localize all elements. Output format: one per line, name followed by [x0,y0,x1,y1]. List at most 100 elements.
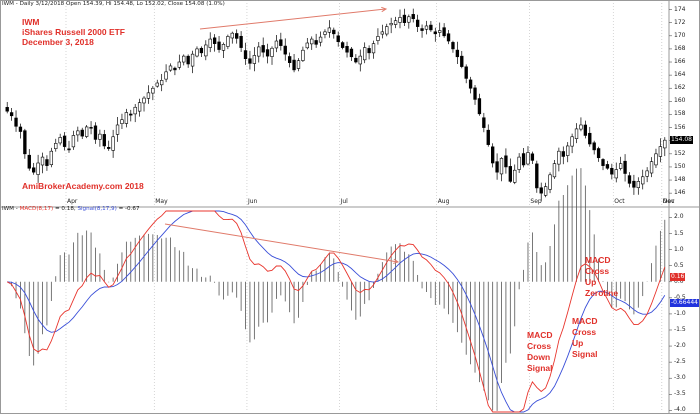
price-trend-arrow-head [381,6,388,13]
candle-body [305,42,309,49]
price-y-tick-150: 150 [674,162,686,170]
candle-body [354,57,358,63]
candle-body [376,36,380,41]
candle-body [195,48,199,57]
candle-body [451,42,455,50]
annotation-cross-up-signal-line1: MACD [572,316,598,326]
candle-body [283,45,287,55]
candle-body [301,49,305,61]
candle-body [543,186,548,196]
candle-body [124,112,129,124]
annotation-cross-down-signal-line2: Cross [527,341,552,351]
candle-body [18,126,23,132]
candle-body [318,36,323,43]
price-y-tick-146: 146 [674,189,686,197]
x-tick-sep: Sep [530,198,542,205]
candle-body [535,163,539,189]
candle-body [658,146,663,157]
candle-body [239,35,243,48]
price-trend-arrow [199,8,387,30]
candle-body [583,124,588,136]
annotation-macd-cross-up-zeroline: MACD Cross Up Zeroline [585,255,618,299]
candle-body [287,56,292,63]
candle-body [570,136,574,147]
candle-body [62,135,67,147]
candle-body [252,55,257,64]
candle-body [120,119,124,124]
candle-body [23,130,27,155]
candle-body [336,35,340,42]
candle-body [358,55,362,65]
macd-trend-arrow-head [393,258,400,264]
candle-body [9,112,14,117]
candle-body [137,102,142,112]
annotation-date: December 3, 2018 [22,37,94,47]
candle-body [111,136,115,151]
candle-body [133,106,137,115]
candles [5,8,667,202]
macd-header: IWM - MACD(8,17) = 0.18, Signal(8,17,9) … [2,206,140,212]
signal-value-badge: -0.66444 [670,298,699,307]
candle-body [80,129,84,137]
candle-body [314,40,318,45]
candle-body [632,180,636,188]
candle-body [349,48,354,58]
price-y-tick-158: 158 [674,110,686,118]
annotation-cross-up-zeroline-line4: Zeroline [585,288,619,298]
candle-body [221,44,226,51]
candle-body [45,159,49,166]
candle-body [168,65,173,71]
candle-body [146,92,151,99]
price-y-tick-148: 148 [674,176,686,184]
candle-body [367,48,371,54]
candle-body [155,82,159,87]
candle-body [226,36,230,47]
price-y-tick-166: 166 [674,58,686,66]
annotation-cross-up-zeroline-line1: MACD [585,255,611,265]
macd-header-prefix: IWM - [2,206,20,212]
candle-body [411,14,415,20]
candle-body [552,163,557,178]
price-y-tick-152: 152 [674,149,686,157]
candle-body [142,97,146,104]
candle-body [173,67,177,71]
annotation-macd-cross-up-signal: MACD Cross Up Signal [572,316,598,360]
price-y-tick-170: 170 [674,31,686,39]
x-tick-jun: Jun [247,198,258,205]
candle-body [636,181,640,189]
annotation-cross-up-zeroline-line3: Up [585,277,597,287]
candle-body [217,41,221,50]
candle-body [579,124,583,130]
candle-body [468,79,473,89]
x-tick-dec: Dec [662,198,675,205]
candle-body [557,150,561,165]
candle-body [107,147,111,149]
macd-y-tick-0: 0.0 [674,277,684,285]
macd-trend-arrow [164,223,399,263]
candle-body [208,38,212,48]
candle-body [402,14,407,23]
signal-line [7,210,666,413]
signal-header-label: Signal(8,17,9) [75,206,117,212]
candle-body [243,50,248,60]
x-tick-nov: Nov [662,198,675,205]
candle-body [14,117,18,127]
annotation-cross-up-signal-line3: Up [572,338,584,348]
candle-body [327,27,332,33]
candle-body [32,167,36,173]
candle-body [332,29,336,35]
candle-body [641,176,645,185]
candle-body [530,153,535,161]
candle-body [596,148,601,159]
x-tick-may: May [155,198,168,205]
candle-body [429,24,433,31]
candle-body [261,45,265,53]
candle-body [380,31,385,35]
candle-body [248,58,252,64]
price-y-tick-160: 160 [674,97,686,105]
candle-body [442,27,446,37]
candle-body [539,187,543,194]
candle-body [186,55,190,65]
candle-body [663,139,667,149]
